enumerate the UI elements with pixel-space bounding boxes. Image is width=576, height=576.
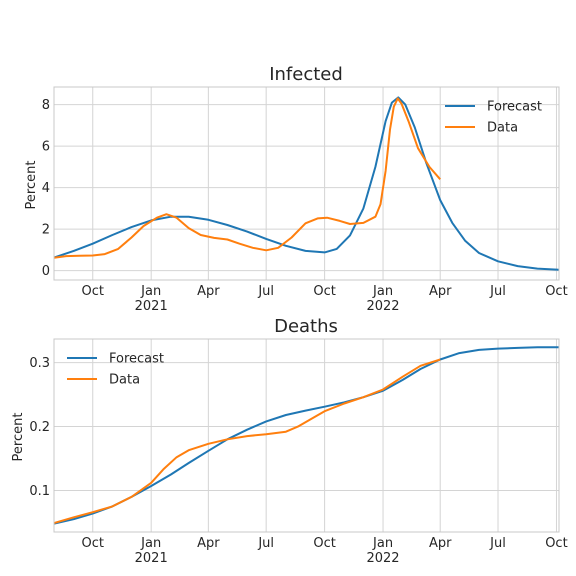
x-tick-label: Jul xyxy=(257,284,274,299)
plot-frame xyxy=(53,338,560,533)
x-tick-label: Oct xyxy=(82,536,104,551)
legend-label-data: Data xyxy=(487,121,518,136)
x-tick-label: Oct xyxy=(545,284,567,299)
x-tick-year-label: 2022 xyxy=(366,551,399,566)
legend: Forecast Data xyxy=(445,100,542,136)
legend-label-data: Data xyxy=(109,373,140,388)
x-tick-year-label: 2021 xyxy=(135,551,168,566)
x-tick-label: Jan xyxy=(140,536,161,551)
legend-label-forecast: Forecast xyxy=(487,100,542,115)
y-axis-label: Percent xyxy=(24,161,39,210)
x-tick-label: Oct xyxy=(82,284,104,299)
plot-frame xyxy=(53,86,560,281)
grid xyxy=(54,339,559,532)
x-tick-label: Jan xyxy=(372,536,393,551)
x-tick-label: Jan xyxy=(372,284,393,299)
series-line-data xyxy=(53,358,441,525)
y-tick-label: 4 xyxy=(42,181,50,196)
x-tick-label: Apr xyxy=(429,284,452,299)
legend-label-forecast: Forecast xyxy=(109,352,164,367)
x-tick-label: Jul xyxy=(257,536,274,551)
plot-lines xyxy=(53,346,559,525)
x-tick-label: Jan xyxy=(140,284,161,299)
y-tick-label: 8 xyxy=(42,98,50,113)
x-tick-year-label: 2021 xyxy=(135,299,168,314)
x-tick-label: Apr xyxy=(197,284,220,299)
chart-title: Deaths xyxy=(274,316,338,337)
legend: Forecast Data xyxy=(67,352,164,388)
series-line-data xyxy=(53,97,441,259)
x-tick-label: Oct xyxy=(545,536,567,551)
x-tick-label: Apr xyxy=(429,536,452,551)
y-tick-label: 0 xyxy=(42,264,50,279)
chart-title: Infected xyxy=(269,64,343,85)
x-tick-year-label: 2022 xyxy=(366,299,399,314)
y-tick-label: 0.1 xyxy=(29,484,50,499)
x-tick-label: Oct xyxy=(313,536,335,551)
y-tick-label: 2 xyxy=(42,223,50,238)
y-axis-label: Percent xyxy=(11,413,26,462)
plot-lines xyxy=(53,96,560,271)
x-tick-label: Apr xyxy=(197,536,220,551)
grid xyxy=(54,87,559,280)
series-line-forecast xyxy=(53,96,560,271)
y-tick-label: 0.2 xyxy=(29,420,50,435)
y-tick-label: 6 xyxy=(42,140,50,155)
x-tick-label: Jul xyxy=(489,284,506,299)
x-tick-label: Oct xyxy=(313,284,335,299)
y-tick-label: 0.3 xyxy=(29,356,50,371)
x-tick-label: Jul xyxy=(489,536,506,551)
